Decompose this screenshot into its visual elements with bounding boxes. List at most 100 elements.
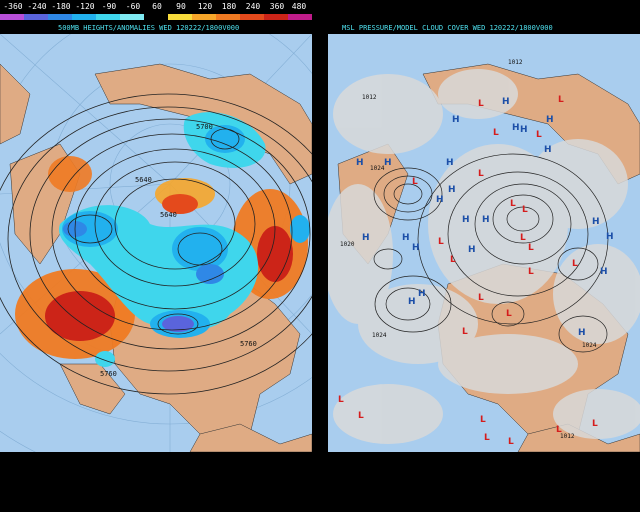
legend-label: 120: [197, 2, 213, 11]
legend-label: 240: [245, 2, 261, 11]
low-marker: L: [484, 433, 490, 443]
legend-swatch: [72, 14, 98, 20]
map-title: MSL PRESSURE/MODEL CLOUD COVER WED 12022…: [342, 24, 553, 32]
low-marker: L: [556, 425, 562, 435]
isobar-label: 1020: [340, 241, 355, 248]
isobars: [373, 153, 609, 353]
low-marker: L: [358, 411, 364, 421]
high-marker: H: [544, 145, 552, 155]
anomaly-color-legend: -360 -240 -180 -120 -90 -60 60 90 120 18…: [0, 0, 314, 22]
high-marker: H: [362, 233, 370, 243]
low-marker: L: [508, 437, 514, 447]
msl-pressure-panel: MSL PRESSURE/MODEL CLOUD COVER WED 12022…: [328, 0, 640, 512]
high-marker: H: [356, 158, 364, 168]
high-marker: H: [384, 158, 392, 168]
legend-swatch: [240, 14, 266, 20]
high-marker: H: [448, 185, 456, 195]
low-marker: L: [478, 293, 484, 303]
high-marker: H: [512, 123, 520, 133]
legend-swatch: [168, 14, 194, 20]
low-marker: L: [510, 199, 516, 209]
high-marker: H: [592, 217, 600, 227]
low-marker: L: [438, 237, 444, 247]
high-marker: H: [462, 215, 470, 225]
legend-label: -180: [51, 2, 71, 11]
contour-label: 5760: [240, 340, 257, 348]
isobar-label: 1012: [362, 94, 377, 101]
high-marker: H: [452, 115, 460, 125]
low-pressure-markers: L L L L L L L L L L L L L L L L L L L L …: [338, 95, 598, 447]
panel-footer: [328, 452, 640, 512]
high-marker: H: [606, 232, 614, 242]
high-marker: H: [468, 245, 476, 255]
legend-swatch: [24, 14, 50, 20]
low-marker: L: [592, 419, 598, 429]
low-marker: L: [536, 130, 542, 140]
legend-label: 180: [221, 2, 237, 11]
high-marker: H: [436, 195, 444, 205]
high-marker: H: [520, 125, 528, 135]
low-marker: L: [480, 415, 486, 425]
low-marker: L: [528, 243, 534, 253]
legend-swatch: [192, 14, 218, 20]
high-marker: H: [482, 215, 490, 225]
low-marker: L: [493, 128, 499, 138]
legend-swatch: [120, 14, 146, 20]
high-marker: H: [600, 267, 608, 277]
low-marker: L: [572, 259, 578, 269]
legend-label: -240: [27, 2, 47, 11]
map-title: 500MB HEIGHTS/ANOMALIES WED 120222/1800V…: [58, 24, 240, 32]
msl-pressure-map: 1012 1012 1024 1020 1024 1024 1012 H H H…: [328, 34, 640, 452]
contour-label: 5640: [135, 176, 152, 184]
low-marker: L: [478, 99, 484, 109]
isobar-label: 1012: [508, 59, 523, 66]
map-title-bar: MSL PRESSURE/MODEL CLOUD COVER WED 12022…: [328, 22, 640, 34]
high-marker: H: [546, 115, 554, 125]
isobar-label: 1024: [370, 165, 385, 172]
low-marker: L: [478, 169, 484, 179]
legend-swatch: [0, 14, 26, 20]
legend-swatch: [288, 14, 314, 20]
contour-label: 5640: [160, 211, 177, 219]
high-marker: H: [402, 233, 410, 243]
high-marker: H: [412, 243, 420, 253]
cloud-cover: [328, 69, 640, 444]
heights-anomalies-panel: -360 -240 -180 -120 -90 -60 60 90 120 18…: [0, 0, 314, 512]
legend-label: 60: [152, 2, 162, 11]
high-marker: H: [446, 158, 454, 168]
low-marker: L: [528, 267, 534, 277]
legend-label: -60: [125, 2, 141, 11]
high-marker: H: [502, 97, 510, 107]
high-pressure-markers: H H H H H H H H H H H H H H H H H H H H …: [356, 97, 614, 338]
high-marker: H: [578, 328, 586, 338]
isobar-label: 1024: [372, 332, 387, 339]
low-marker: L: [506, 309, 512, 319]
low-marker: L: [412, 177, 418, 187]
heights-anomaly-map: 5700 5640 5640 5760 5760: [0, 34, 312, 452]
legend-label: 360: [269, 2, 285, 11]
legend-label: -360: [3, 2, 23, 11]
high-marker: H: [418, 289, 426, 299]
legend-label: -90: [101, 2, 117, 11]
height-contours: [0, 93, 312, 395]
legend-label: -120: [75, 2, 95, 11]
low-marker: L: [520, 233, 526, 243]
isobar-label: 1024: [582, 342, 597, 349]
map-title-bar: 500MB HEIGHTS/ANOMALIES WED 120222/1800V…: [0, 22, 312, 34]
legend-swatch: [264, 14, 290, 20]
low-marker: L: [558, 95, 564, 105]
legend-swatch: [144, 14, 170, 20]
low-marker: L: [338, 395, 344, 405]
legend-label: 90: [176, 2, 186, 11]
low-marker: L: [450, 255, 456, 265]
land-masses: [0, 63, 312, 452]
panel-footer: [0, 452, 312, 512]
legend-swatch: [48, 14, 74, 20]
high-marker: H: [408, 297, 416, 307]
panel-divider: [312, 0, 328, 512]
low-marker: L: [462, 327, 468, 337]
legend-label: 480: [291, 2, 307, 11]
isobar-label: 1012: [560, 433, 575, 440]
contour-label: 5760: [100, 370, 117, 378]
legend-swatch: [216, 14, 242, 20]
